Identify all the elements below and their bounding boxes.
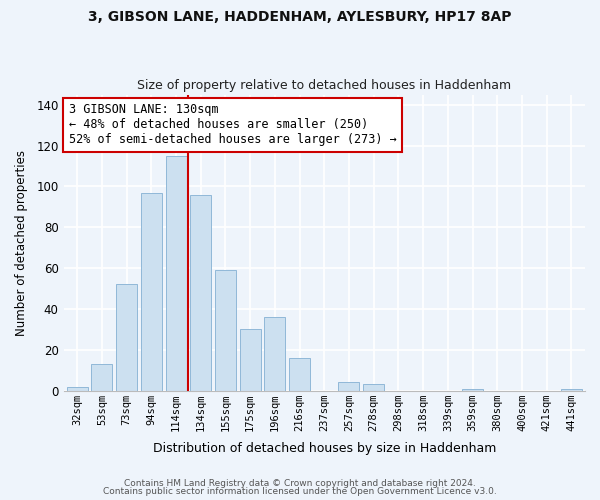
Bar <box>116 284 137 391</box>
Bar <box>91 364 112 390</box>
Y-axis label: Number of detached properties: Number of detached properties <box>15 150 28 336</box>
Bar <box>190 194 211 390</box>
Bar <box>141 192 162 390</box>
X-axis label: Distribution of detached houses by size in Haddenham: Distribution of detached houses by size … <box>152 442 496 455</box>
Text: Contains public sector information licensed under the Open Government Licence v3: Contains public sector information licen… <box>103 487 497 496</box>
Bar <box>67 386 88 390</box>
Title: Size of property relative to detached houses in Haddenham: Size of property relative to detached ho… <box>137 79 511 92</box>
Bar <box>363 384 384 390</box>
Bar <box>239 330 260 390</box>
Bar <box>561 388 582 390</box>
Bar <box>289 358 310 390</box>
Bar <box>215 270 236 390</box>
Bar <box>265 317 286 390</box>
Text: 3 GIBSON LANE: 130sqm
← 48% of detached houses are smaller (250)
52% of semi-det: 3 GIBSON LANE: 130sqm ← 48% of detached … <box>69 104 397 146</box>
Text: 3, GIBSON LANE, HADDENHAM, AYLESBURY, HP17 8AP: 3, GIBSON LANE, HADDENHAM, AYLESBURY, HP… <box>88 10 512 24</box>
Bar <box>338 382 359 390</box>
Text: Contains HM Land Registry data © Crown copyright and database right 2024.: Contains HM Land Registry data © Crown c… <box>124 478 476 488</box>
Bar <box>166 156 187 390</box>
Bar <box>462 388 483 390</box>
